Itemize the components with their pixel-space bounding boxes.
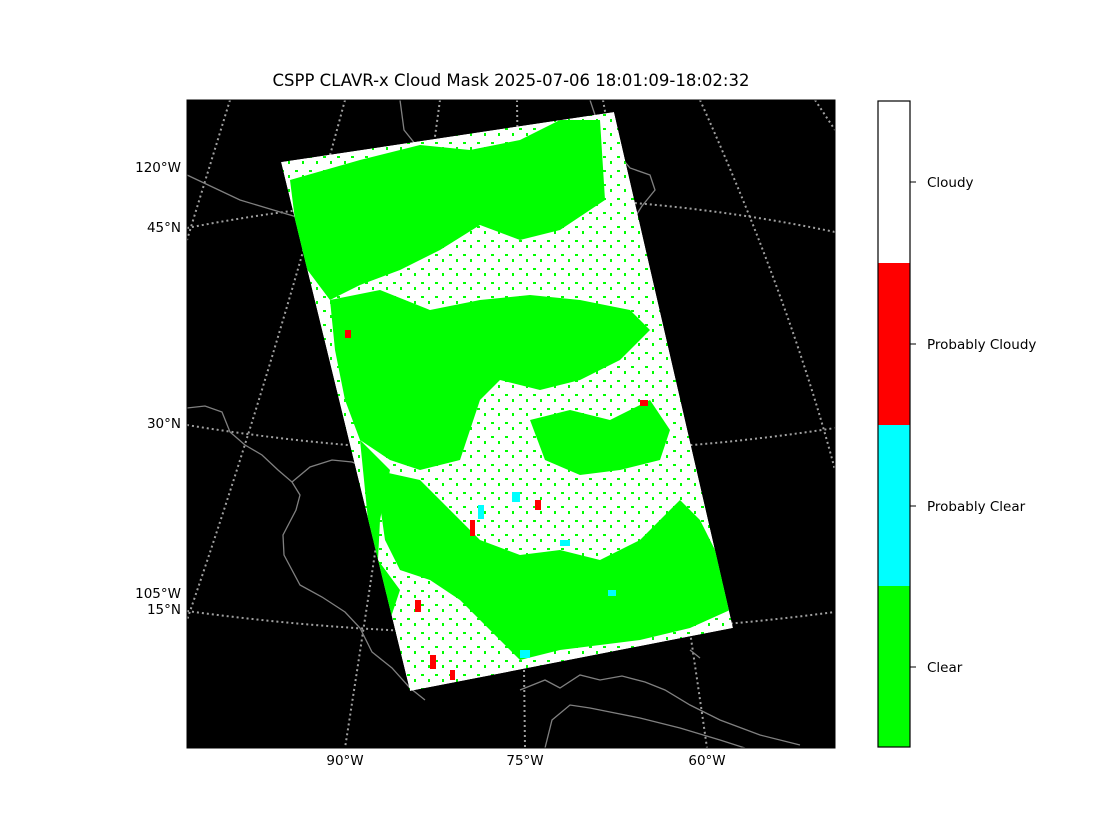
lat-label-45n: 45°N xyxy=(147,220,181,236)
meridian-45w xyxy=(699,100,835,471)
map-panel xyxy=(186,99,836,749)
lat-label-15n: 15°N xyxy=(147,602,181,618)
lon-label-60w: 60°W xyxy=(688,753,725,769)
clear-regions xyxy=(290,120,730,660)
lon-labels-bottom: 90°W 75°W 60°W xyxy=(326,753,725,769)
parallel-15n xyxy=(187,610,835,635)
colorbar-swatch-clear xyxy=(878,586,910,747)
clear-region-south xyxy=(375,470,730,660)
probably-cloudy-patch xyxy=(640,400,648,406)
probably-cloudy-patch xyxy=(415,600,421,612)
colorbar-label-cloudy: Cloudy xyxy=(927,175,974,191)
lon-label-75w: 75°W xyxy=(506,753,543,769)
map-frame xyxy=(186,99,836,749)
coastline-south-america xyxy=(544,704,746,748)
meridian-105w xyxy=(187,100,346,621)
probably-cloudy-patch xyxy=(535,500,541,510)
colorbar-swatch-cloudy xyxy=(878,101,910,263)
probably-clear-speckles xyxy=(478,492,616,658)
probably-clear-patch xyxy=(512,492,520,502)
colorbar-frame xyxy=(877,100,911,748)
probably-clear-patch xyxy=(608,590,616,596)
coastline-gulf xyxy=(187,405,426,701)
colorbar-label-probably-cloudy: Probably Cloudy xyxy=(927,337,1036,353)
probably-cloudy-patch xyxy=(345,330,351,338)
colorbar-label-clear: Clear xyxy=(927,660,963,676)
coastline-caribbean xyxy=(519,674,801,746)
probably-clear-patch xyxy=(520,650,530,658)
clear-region-central xyxy=(330,290,650,470)
clear-region-north xyxy=(290,120,605,300)
cloud-mask-swath xyxy=(281,112,733,691)
colorbar-swatch-probably-cloudy xyxy=(878,263,910,425)
probably-clear-patch xyxy=(560,540,570,546)
probably-cloudy-patch xyxy=(430,655,436,669)
probably-clear-patch xyxy=(478,505,484,519)
colorbar-label-probably-clear: Probably Clear xyxy=(927,499,1026,515)
chart-title: CSPP CLAVR-x Cloud Mask 2025-07-06 18:01… xyxy=(273,71,750,90)
meridian-30w xyxy=(814,100,835,131)
probably-cloudy-speckles xyxy=(345,330,648,680)
lon-label-105w: 105°W xyxy=(135,586,181,602)
colorbar-swatch-probably-clear xyxy=(878,425,910,586)
lat-label-30n: 30°N xyxy=(147,416,181,432)
clear-region-sw xyxy=(360,440,400,620)
colorbar: Cloudy Probably Cloudy Probably Clear Cl… xyxy=(877,100,1036,748)
probably-cloudy-patch xyxy=(450,670,455,680)
probably-cloudy-patch xyxy=(470,520,475,536)
lat-labels-left: 120°W 45°N 30°N 105°W 15°N xyxy=(135,160,181,618)
clear-region-east xyxy=(530,400,670,475)
lon-label-90w: 90°W xyxy=(326,753,363,769)
lon-label-120w: 120°W xyxy=(135,160,181,176)
